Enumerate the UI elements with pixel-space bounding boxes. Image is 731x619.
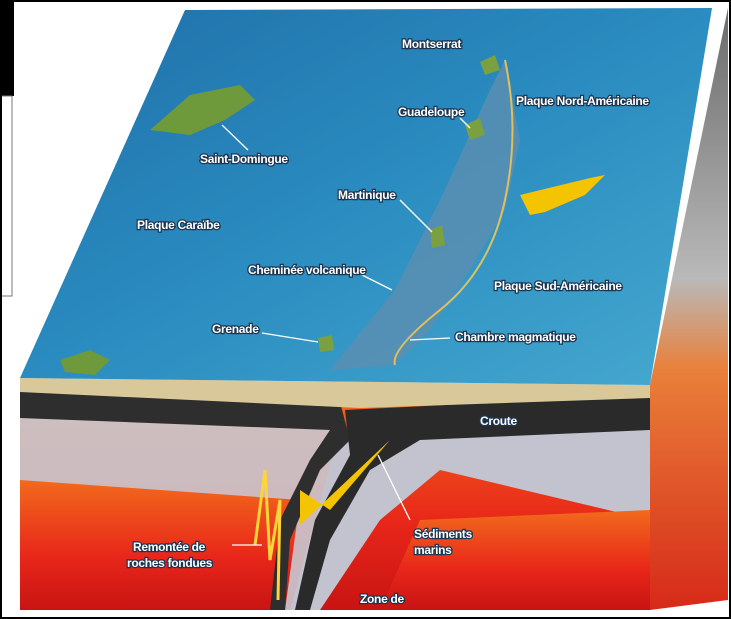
label: Montserrat: [402, 37, 461, 51]
leader: [221, 124, 249, 151]
island-saint-domingue: [150, 85, 255, 135]
block: [20, 8, 728, 610]
leader: [409, 337, 451, 341]
island-grenade: [318, 335, 334, 352]
leader: [361, 274, 393, 291]
label: Plaque Caraïbe: [137, 218, 220, 232]
label: marins: [414, 543, 452, 557]
leaders: [221, 117, 471, 546]
sediments: [20, 378, 650, 408]
island-guadeloupe: [465, 118, 485, 140]
labels: Montserrat Plaque Nord-Américaine Guadelou…: [126, 36, 651, 608]
label: Saint-Domingue: [200, 152, 288, 166]
crust-left: [20, 390, 350, 610]
label: Guadeloupe: [398, 105, 465, 119]
leader: [377, 454, 411, 521]
label: Plaque Nord-Américaine: [516, 94, 649, 108]
corner-frame: [0, 95, 13, 297]
island-left: [60, 350, 110, 375]
arrow-top: [520, 175, 605, 215]
label: Grenade: [212, 322, 259, 336]
arrow-slab: [300, 440, 390, 525]
island-martinique: [430, 225, 445, 248]
label: roches fondues: [127, 556, 213, 570]
label: Sédiments: [414, 527, 473, 541]
magma-rise: [253, 469, 282, 601]
leader: [459, 117, 471, 129]
deep-mantle: [380, 510, 650, 610]
label: Chambre magmatique: [455, 330, 576, 344]
leader: [261, 332, 319, 343]
arc-edge: [393, 59, 514, 366]
leader: [399, 199, 433, 233]
crust-slab: [295, 395, 650, 610]
island-montserrat: [480, 55, 500, 75]
label: Plaque Sud-Américaine: [494, 279, 622, 293]
label: Zone de: [360, 592, 405, 606]
side-face: [650, 8, 728, 610]
mantle-lower: [20, 480, 300, 610]
label: Remontée de: [133, 540, 206, 554]
label: Croute: [480, 414, 517, 428]
label: Cheminée volcanique: [248, 263, 366, 277]
slab-mantle: [290, 420, 650, 610]
corner-block: [0, 0, 14, 96]
label: Martinique: [338, 188, 396, 202]
